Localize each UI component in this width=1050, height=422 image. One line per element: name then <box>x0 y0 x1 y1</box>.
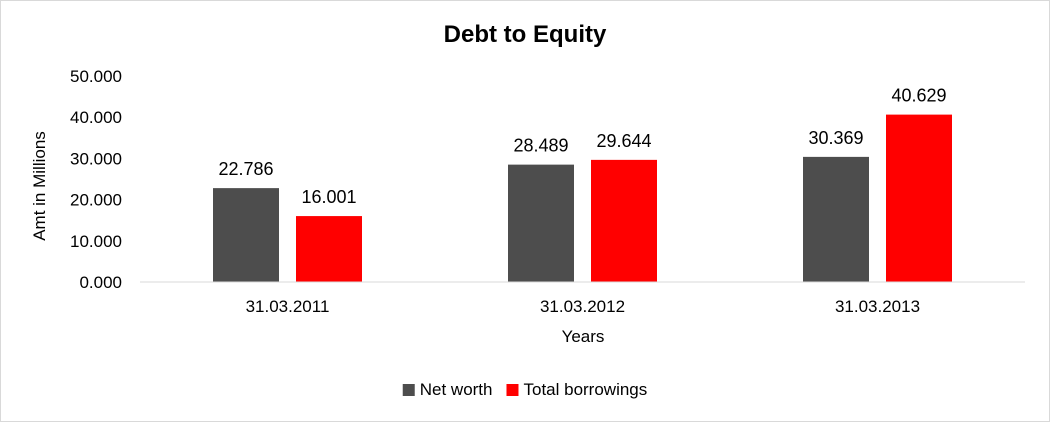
y-axis-title: Amt in Millions <box>30 131 49 241</box>
data-label: 16.001 <box>301 187 356 207</box>
bar-total-borrowings <box>591 159 657 282</box>
bar-net-worth <box>213 188 279 282</box>
data-label: 40.629 <box>891 86 946 106</box>
data-label: 30.369 <box>808 128 863 148</box>
chart-title: Debt to Equity <box>444 21 607 48</box>
legend-item: Total borrowings <box>506 380 647 399</box>
legend-item: Net worth <box>402 380 493 399</box>
x-axis-title: Years <box>562 327 605 346</box>
data-label: 29.644 <box>596 131 651 151</box>
y-tick-label: 50.000 <box>70 67 122 86</box>
bar-total-borrowings <box>886 114 952 282</box>
data-labels: 22.786 16.001 28.489 29.644 30.369 40.629 <box>218 86 946 207</box>
legend: Net worth Total borrowings <box>402 380 647 399</box>
x-tick-label: 31.03.2013 <box>835 297 920 316</box>
bar-net-worth <box>508 164 574 282</box>
y-tick-label: 0.000 <box>79 273 122 292</box>
data-label: 22.786 <box>218 159 273 179</box>
data-label: 28.489 <box>513 136 568 156</box>
bar-net-worth <box>803 156 869 282</box>
x-tick-label: 31.03.2012 <box>540 297 625 316</box>
x-tick-label: 31.03.2011 <box>246 297 330 316</box>
x-axis-ticks: 31.03.2011 31.03.2012 31.03.2013 <box>246 297 920 316</box>
bars <box>213 114 952 282</box>
legend-label: Total borrowings <box>523 380 647 399</box>
y-tick-label: 20.000 <box>70 191 122 210</box>
y-tick-label: 40.000 <box>70 108 122 127</box>
legend-swatch <box>506 384 519 396</box>
bar-total-borrowings <box>296 216 362 282</box>
legend-swatch <box>402 384 415 396</box>
y-tick-label: 30.000 <box>70 149 122 168</box>
y-tick-label: 10.000 <box>70 232 122 251</box>
legend-label: Net worth <box>420 380 493 399</box>
y-axis-ticks: 0.000 10.000 20.000 30.000 40.000 50.000 <box>70 67 122 292</box>
